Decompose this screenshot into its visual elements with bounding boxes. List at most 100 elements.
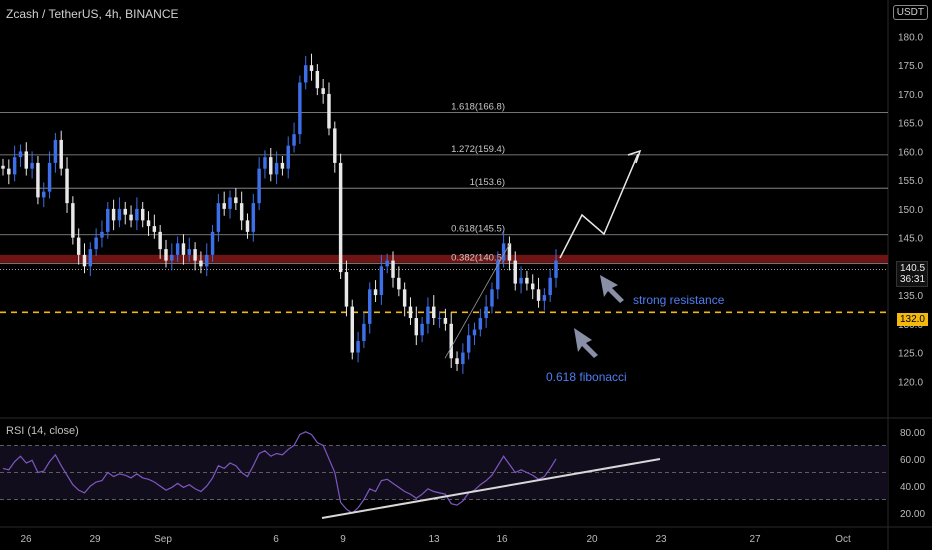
candle-body bbox=[356, 341, 360, 353]
candle-body bbox=[269, 157, 273, 175]
candle-body bbox=[432, 306, 436, 319]
price-tick-label: 160.0 bbox=[898, 147, 923, 158]
candle-body bbox=[461, 352, 465, 365]
countdown-value: 36:31 bbox=[900, 274, 926, 285]
price-tick-label: 180.0 bbox=[898, 32, 923, 43]
time-tick-label: 13 bbox=[428, 534, 440, 545]
candle-body bbox=[333, 128, 337, 163]
candle-body bbox=[7, 168, 11, 175]
candle-body bbox=[222, 203, 226, 209]
price-tick-label: 120.0 bbox=[898, 377, 923, 388]
resistance-band bbox=[0, 254, 888, 263]
candle-body bbox=[210, 231, 215, 255]
candle-body bbox=[321, 88, 325, 94]
last-price-badge: 140.5 36:31 bbox=[896, 261, 928, 287]
candle-body bbox=[205, 254, 209, 267]
candle-body bbox=[536, 289, 541, 301]
candle-body bbox=[303, 65, 308, 83]
rsi-trendline bbox=[321, 458, 661, 519]
candle-body bbox=[30, 162, 34, 169]
candle-body bbox=[152, 226, 157, 232]
candle-body bbox=[455, 358, 459, 365]
time-tick-label: 6 bbox=[273, 534, 279, 545]
rsi-tick-label: 40.00 bbox=[900, 482, 925, 493]
candle-body bbox=[367, 289, 372, 324]
fibonacci-pointer-arrow bbox=[574, 328, 598, 358]
candle-body bbox=[466, 335, 471, 353]
fib-label: 0.382(140.5) bbox=[451, 252, 505, 263]
price-tick-label: 125.0 bbox=[898, 349, 923, 360]
time-tick-label: 23 bbox=[655, 534, 667, 545]
chart-title: Zcash / TetherUS, 4h, BINANCE bbox=[6, 7, 179, 21]
candle-body bbox=[501, 243, 506, 261]
fib-label: 1(153.6) bbox=[470, 177, 505, 188]
candle-body bbox=[129, 214, 133, 221]
candle-body bbox=[519, 277, 523, 284]
candle-body bbox=[106, 208, 110, 232]
candle-body bbox=[181, 243, 186, 255]
candle-body bbox=[257, 168, 261, 204]
candle-body bbox=[548, 277, 552, 296]
candle-body bbox=[496, 260, 500, 290]
fib-label: 1.272(159.4) bbox=[451, 144, 505, 155]
candle-body bbox=[234, 197, 238, 204]
time-tick-label: 20 bbox=[586, 534, 598, 545]
candle-body bbox=[327, 93, 331, 129]
candle-body bbox=[414, 318, 419, 336]
candle-body bbox=[18, 151, 23, 158]
time-tick-label: 29 bbox=[89, 534, 101, 545]
candle-body bbox=[146, 220, 151, 227]
candle-body bbox=[292, 134, 296, 146]
candle-body bbox=[245, 220, 250, 232]
candle-body bbox=[391, 260, 395, 278]
fib-trend-line bbox=[444, 243, 511, 359]
candle-body bbox=[397, 277, 401, 290]
candle-body bbox=[472, 329, 477, 336]
candle-body bbox=[12, 157, 17, 175]
rsi-line bbox=[2, 431, 557, 514]
candle-body bbox=[164, 249, 168, 261]
candle-body bbox=[338, 162, 343, 273]
candle-body bbox=[350, 306, 354, 353]
candle-body bbox=[513, 260, 517, 284]
candle-body bbox=[362, 323, 366, 342]
candle-body bbox=[94, 237, 98, 250]
candle-body bbox=[286, 145, 290, 169]
price-tick-label: 150.0 bbox=[898, 205, 923, 216]
price-tick-label: 175.0 bbox=[898, 61, 923, 72]
candle-body bbox=[175, 243, 180, 255]
candle-body bbox=[385, 260, 389, 267]
candle-body bbox=[420, 323, 424, 336]
price-tick-label: 170.0 bbox=[898, 90, 923, 101]
candle-body bbox=[88, 249, 93, 267]
rsi-tick-label: 60.00 bbox=[900, 455, 925, 466]
candle-body bbox=[111, 208, 116, 221]
candle-body bbox=[408, 306, 413, 319]
candle-body bbox=[216, 203, 221, 232]
candle-body bbox=[309, 65, 314, 71]
resistance-pointer-arrow bbox=[600, 275, 624, 303]
fib-label: 1.618(166.8) bbox=[451, 101, 505, 112]
candle-body bbox=[71, 203, 75, 238]
candle-body bbox=[187, 249, 192, 255]
time-tick-label: 16 bbox=[496, 534, 508, 545]
time-tick-label: 27 bbox=[749, 534, 761, 545]
candle-body bbox=[42, 191, 46, 198]
candle-body bbox=[280, 162, 285, 169]
candle-body bbox=[443, 318, 448, 324]
candle-body bbox=[379, 266, 384, 296]
rsi-title: RSI (14, close) bbox=[6, 425, 79, 437]
candle-body bbox=[1, 165, 5, 169]
time-tick-label: Oct bbox=[835, 534, 851, 545]
candle-body bbox=[402, 289, 407, 307]
currency-button[interactable]: USDT bbox=[892, 5, 928, 20]
candle-body bbox=[251, 203, 256, 232]
rsi-tick-label: 20.00 bbox=[900, 509, 925, 520]
price-tick-label: 165.0 bbox=[898, 119, 923, 130]
candle-body bbox=[100, 231, 104, 238]
projection-path bbox=[559, 153, 639, 259]
candle-body bbox=[123, 208, 127, 215]
candle-body bbox=[117, 208, 122, 221]
candle-body bbox=[315, 70, 320, 89]
